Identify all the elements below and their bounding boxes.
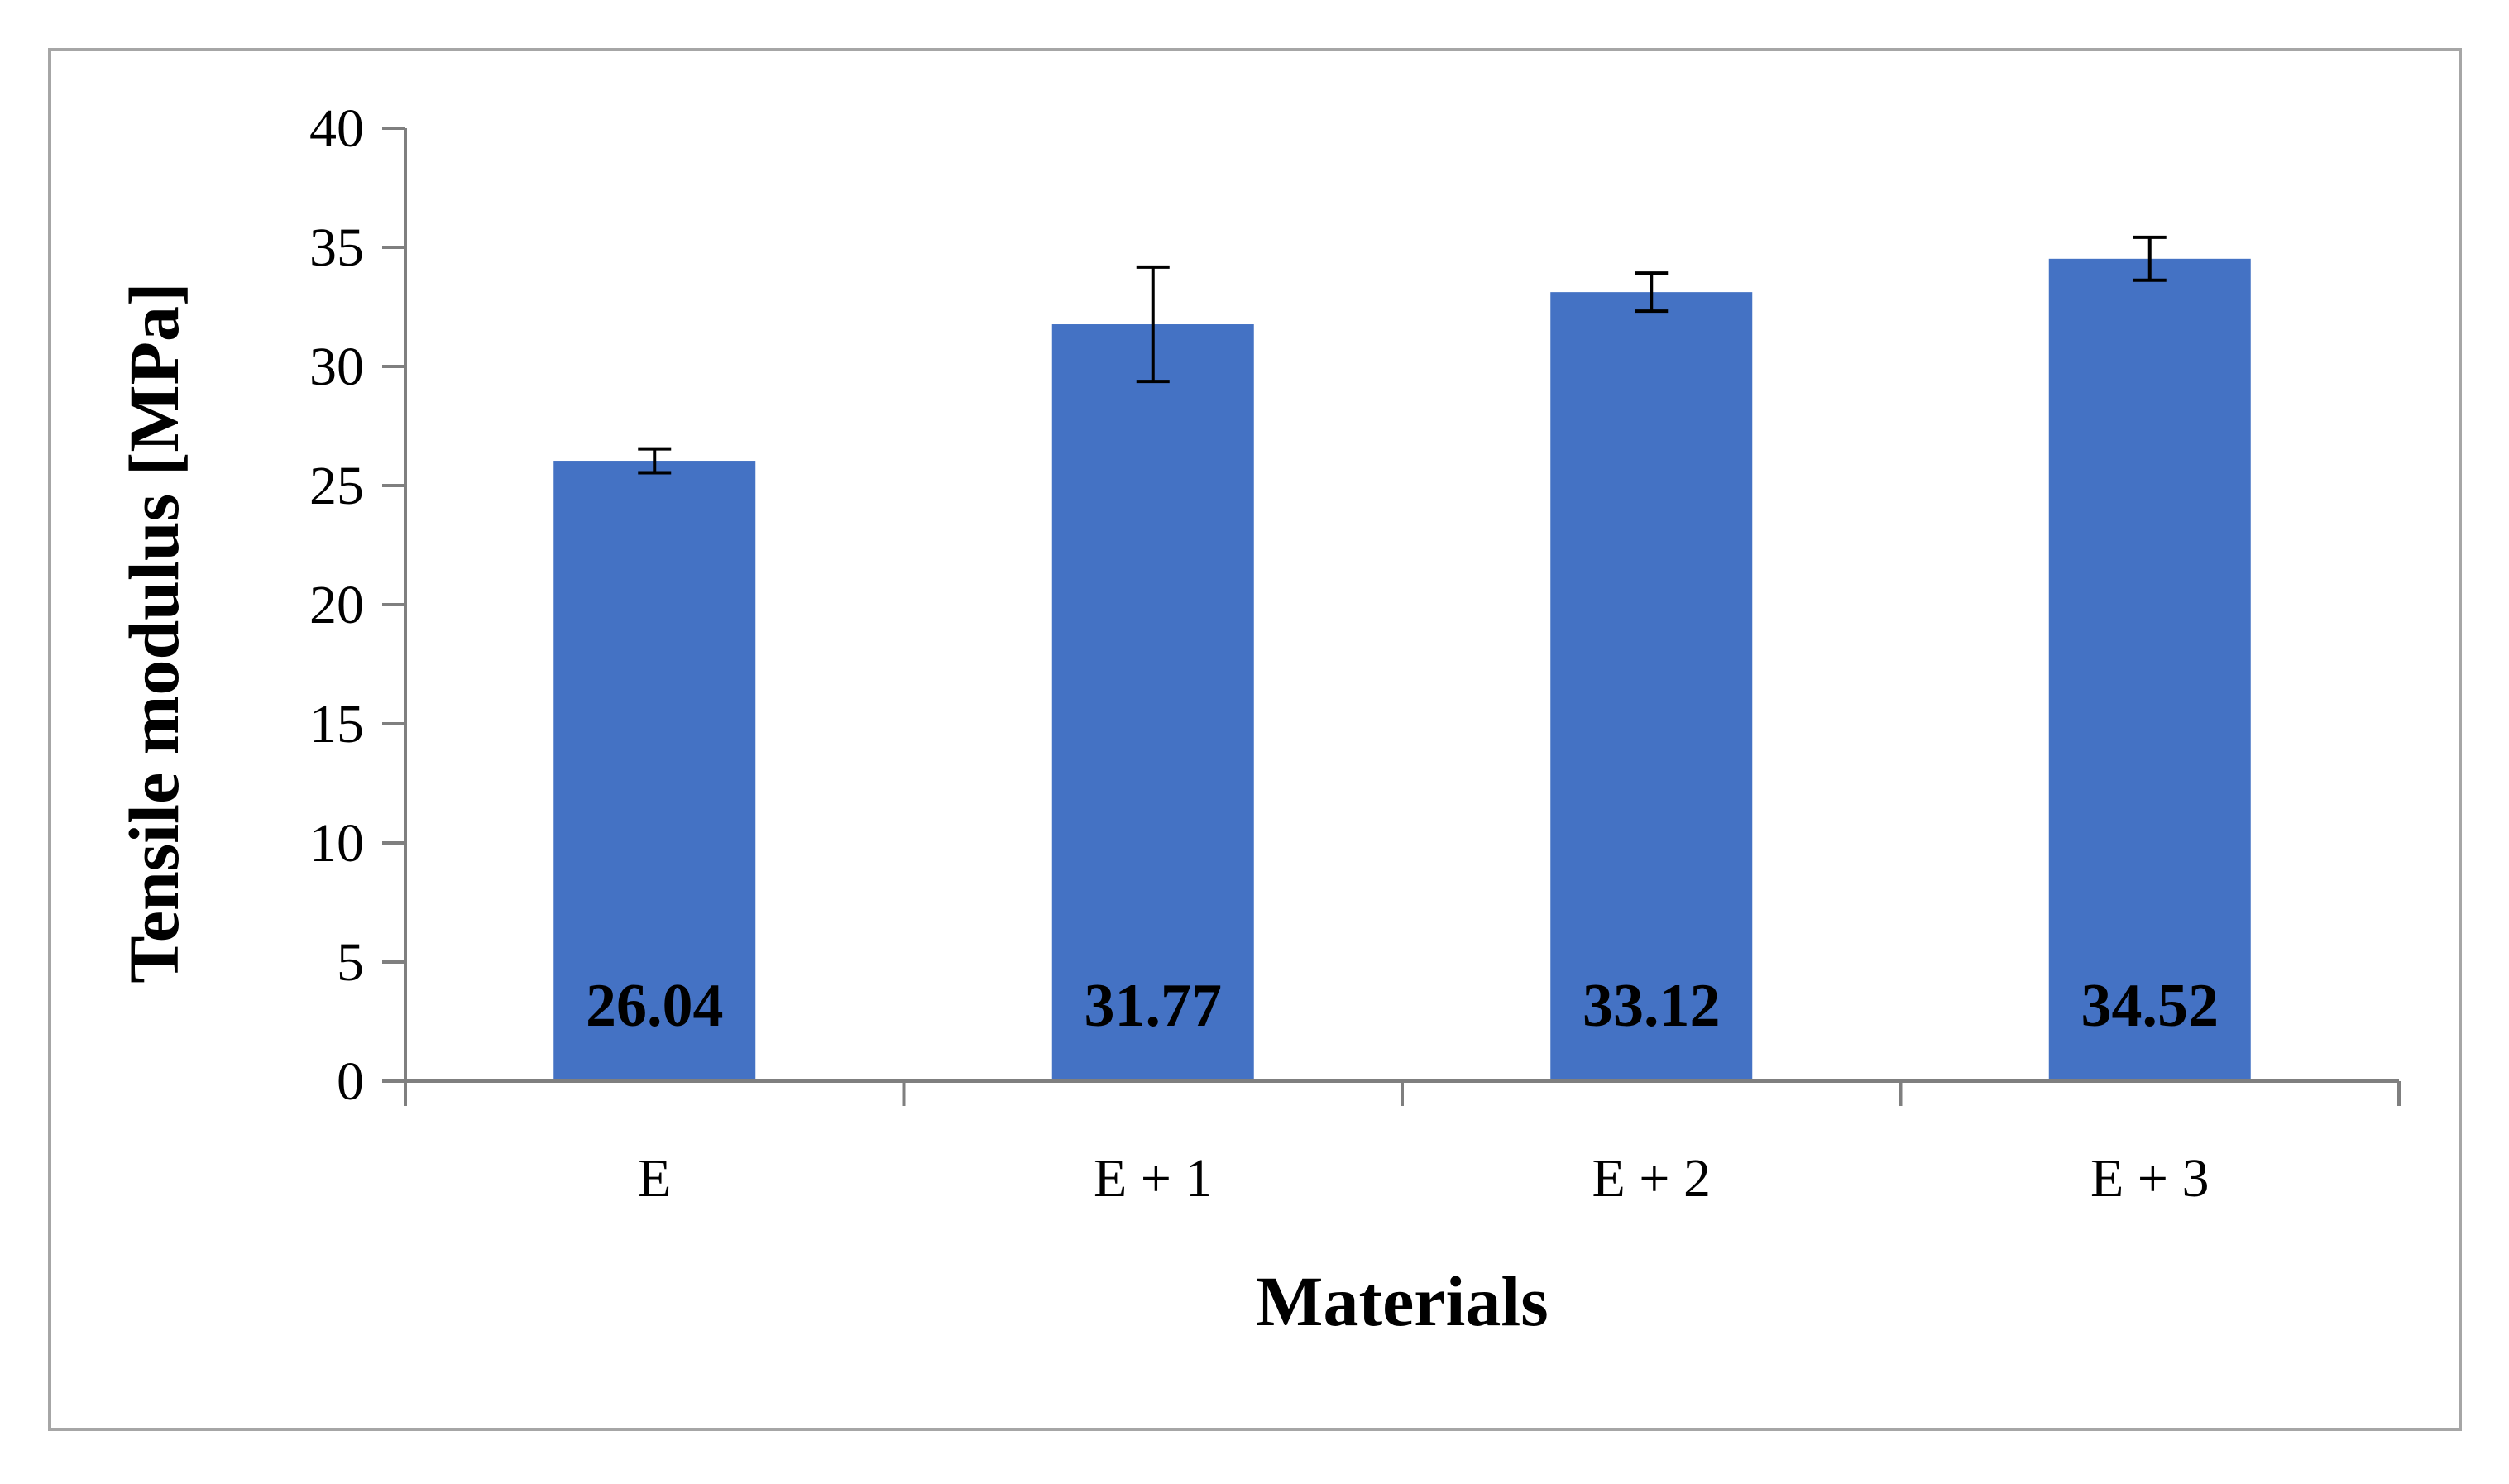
error-bar [2133, 235, 2167, 282]
y-axis-title: Tensile modulus [MPa] [114, 282, 194, 983]
x-axis-title: Materials [1256, 1261, 1548, 1341]
y-tick-label: 35 [309, 218, 364, 278]
y-tick-label: 5 [337, 932, 364, 993]
data-label: 31.77 [1085, 972, 1223, 1040]
x-tick-label: E + 2 [1592, 1148, 1711, 1209]
error-bar [1136, 265, 1170, 384]
bar [1051, 324, 1254, 1081]
x-tick-label: E [638, 1148, 671, 1209]
labels-layer: 0 5 10 15 20 25 30 35 40 26.04 E 31.77 E + 1 33.12 E +… [309, 98, 2219, 1209]
data-label: 34.52 [2081, 972, 2219, 1040]
y-tick-label: 40 [309, 98, 364, 159]
x-tick-label: E + 3 [2090, 1148, 2210, 1209]
axes-layer [382, 127, 2401, 1106]
bars-layer [553, 258, 2251, 1082]
y-tick-label: 25 [309, 456, 364, 516]
error-bars-layer [638, 235, 2167, 475]
data-label: 26.04 [586, 972, 724, 1040]
x-tick-label: E + 1 [1094, 1148, 1213, 1209]
y-tick-label: 30 [309, 337, 364, 397]
y-tick-label: 20 [309, 575, 364, 635]
bar [1550, 292, 1753, 1081]
bar [2048, 258, 2251, 1082]
error-bar [638, 447, 672, 475]
y-tick-label: 10 [309, 813, 364, 874]
data-label: 33.12 [1582, 972, 1721, 1040]
y-tick-label: 0 [337, 1051, 364, 1112]
error-bar [1635, 271, 1669, 314]
y-tick-label: 15 [309, 694, 364, 754]
bar [553, 461, 756, 1081]
